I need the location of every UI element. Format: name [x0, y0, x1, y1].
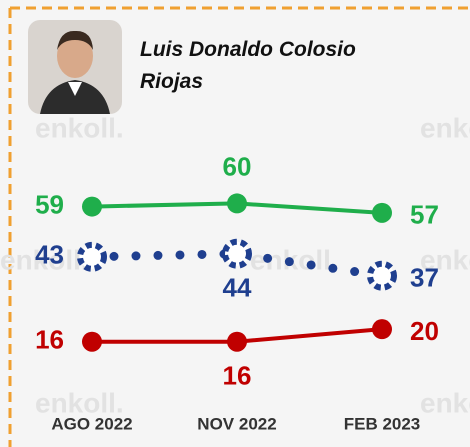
watermark: enkoll. [420, 387, 470, 418]
watermark: enkoll. [250, 244, 339, 275]
x-tick-label: FEB 2023 [344, 414, 421, 433]
marker [372, 319, 392, 339]
marker [80, 245, 104, 269]
marker [372, 203, 392, 223]
x-tick-label: NOV 2022 [197, 414, 276, 433]
data-label: 20 [410, 316, 439, 346]
watermark: enkoll. [420, 112, 470, 143]
data-label: 16 [35, 325, 64, 355]
data-label: 16 [223, 361, 252, 391]
marker [82, 332, 102, 352]
marker [227, 193, 247, 213]
data-label: 43 [35, 240, 64, 270]
marker [227, 332, 247, 352]
watermark: enkoll. [35, 112, 124, 143]
chart: Luis Donaldo ColosioRiojas enkoll.enkoll… [0, 0, 470, 447]
data-label: 57 [410, 200, 439, 230]
photo [28, 20, 122, 114]
data-label: 37 [410, 263, 439, 293]
marker [370, 264, 394, 288]
marker [82, 197, 102, 217]
data-label: 59 [35, 189, 64, 219]
marker [225, 242, 249, 266]
data-label: 44 [223, 273, 252, 303]
x-tick-label: AGO 2022 [51, 414, 132, 433]
data-label: 60 [223, 151, 252, 181]
